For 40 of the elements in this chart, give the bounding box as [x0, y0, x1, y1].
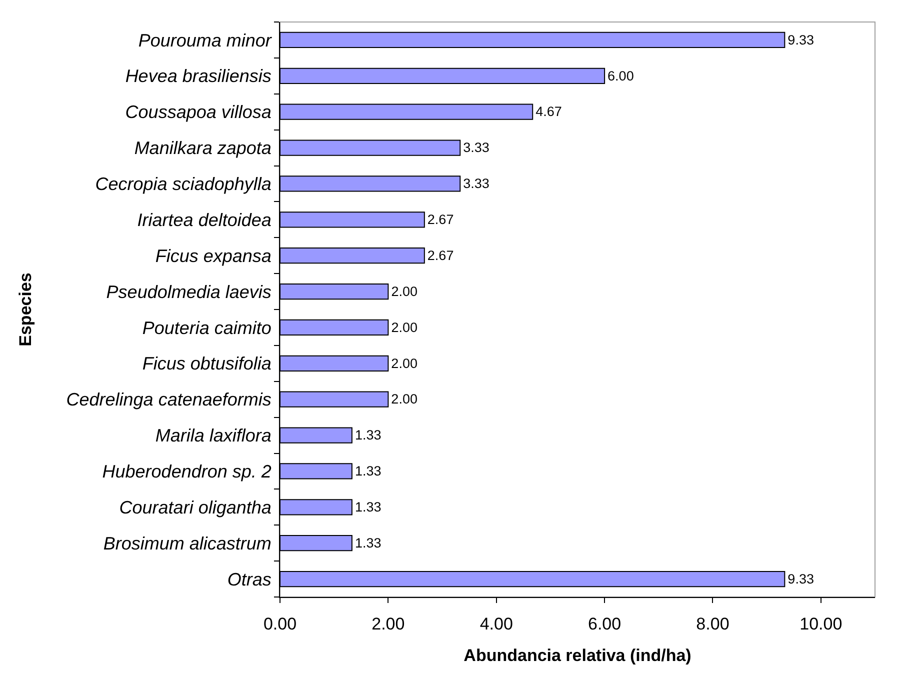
x-tick-label: 4.00: [480, 614, 513, 634]
data-label: 1.33: [354, 428, 382, 443]
data-label: 9.33: [788, 32, 814, 48]
x-axis-title: Abundancia relativa (ind/ha): [464, 646, 692, 665]
y-tick-label: Pourouma minor: [138, 30, 272, 50]
data-label: 1.33: [354, 500, 382, 515]
y-tick-label: Iriartea deltoidea: [137, 210, 272, 230]
y-tick-label: Huberodendron sp. 2: [102, 462, 272, 482]
y-tick-label: Brosimum alicastrum: [103, 533, 272, 554]
data-label: 2.00: [391, 392, 418, 407]
y-axis-title: Especies: [16, 272, 35, 346]
y-tick-label: Marila laxiflora: [155, 426, 272, 446]
data-label: 3.33: [463, 140, 490, 156]
x-tick-label: 6.00: [588, 614, 622, 634]
x-tick-label: 8.00: [696, 614, 730, 634]
y-tick-label: Pseudolmedia laevis: [106, 282, 272, 302]
data-label: 6.00: [608, 68, 634, 84]
y-tick-label: Otras: [227, 569, 272, 590]
data-label: 1.33: [354, 535, 382, 550]
data-label: 2.67: [427, 212, 454, 228]
y-tick-label: Manilkara zapota: [134, 138, 272, 158]
y-tick-label: Ficus expansa: [155, 246, 272, 266]
data-label: 2.00: [391, 284, 418, 299]
x-tick-label: 2.00: [372, 614, 405, 634]
y-tick-label: Couratari oligantha: [119, 497, 272, 518]
y-tick-label: Coussapoa villosa: [125, 102, 272, 122]
data-label: 2.00: [391, 356, 418, 371]
y-tick-label: Cecropia sciadophylla: [95, 174, 272, 194]
y-tick-label: Pouteria caimito: [142, 318, 272, 338]
data-label: 2.00: [391, 320, 418, 335]
x-tick-label: 10.00: [800, 614, 842, 634]
data-label: 9.33: [788, 571, 814, 586]
y-tick-label: Cedrelinga catenaeformis: [66, 390, 272, 410]
data-label: 1.33: [354, 464, 382, 479]
y-tick-label: Ficus obtusifolia: [142, 354, 272, 374]
data-label: 3.33: [463, 176, 490, 192]
data-label: 4.67: [536, 104, 562, 120]
x-tick-label: 0.00: [263, 614, 297, 634]
data-label: 2.67: [427, 248, 454, 263]
y-tick-label: Hevea brasiliensis: [125, 66, 272, 86]
